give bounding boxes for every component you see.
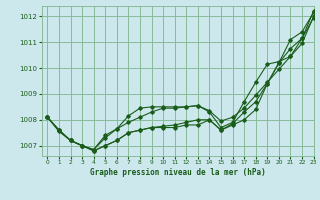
X-axis label: Graphe pression niveau de la mer (hPa): Graphe pression niveau de la mer (hPa) <box>90 168 266 177</box>
